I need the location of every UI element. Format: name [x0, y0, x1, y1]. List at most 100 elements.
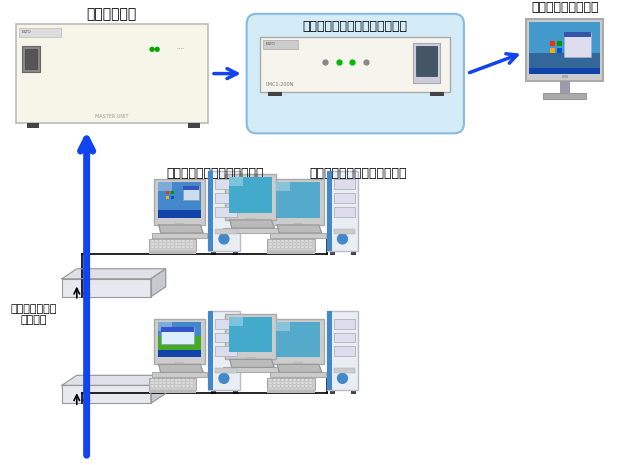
Bar — [208, 171, 213, 251]
Bar — [334, 207, 355, 217]
Bar — [175, 362, 184, 366]
Text: MASTER UNIT: MASTER UNIT — [95, 114, 128, 119]
Bar — [330, 251, 335, 255]
Bar — [334, 368, 355, 373]
Bar — [564, 32, 591, 57]
Bar — [157, 322, 172, 331]
Bar — [229, 177, 272, 213]
Bar — [277, 379, 280, 381]
Bar — [289, 243, 292, 245]
Bar — [155, 240, 157, 242]
Bar — [562, 74, 568, 78]
Bar — [297, 240, 300, 242]
Bar — [305, 240, 308, 242]
Bar — [543, 93, 587, 100]
Bar — [157, 351, 202, 358]
Bar — [270, 372, 326, 378]
Bar — [529, 22, 600, 73]
Polygon shape — [62, 269, 166, 279]
Bar — [167, 385, 170, 387]
Bar — [289, 240, 292, 242]
Bar — [208, 311, 240, 390]
Bar — [154, 179, 205, 225]
Bar — [301, 379, 304, 381]
Bar — [229, 177, 272, 213]
Bar — [297, 243, 300, 245]
Bar — [301, 246, 304, 248]
Text: ●●: ●● — [149, 46, 161, 52]
Bar — [285, 240, 288, 242]
Bar — [233, 251, 237, 255]
Bar — [25, 49, 37, 69]
Bar — [190, 379, 193, 381]
Bar — [215, 179, 237, 189]
Bar — [225, 313, 277, 359]
Bar — [269, 382, 272, 385]
Bar — [188, 123, 200, 128]
Bar — [151, 385, 154, 387]
Bar — [267, 390, 315, 393]
Bar — [264, 40, 298, 49]
Bar — [277, 182, 290, 191]
Text: スチューデント
ユニット: スチューデント ユニット — [11, 304, 57, 325]
Polygon shape — [277, 365, 322, 372]
Bar — [277, 322, 320, 358]
Bar — [267, 251, 315, 254]
Bar — [285, 243, 288, 245]
Bar — [415, 46, 437, 76]
Bar — [273, 240, 277, 242]
Text: 学生パソコン・ディスプレイ: 学生パソコン・ディスプレイ — [166, 166, 264, 179]
Bar — [430, 92, 444, 97]
Bar — [175, 240, 177, 242]
Bar — [289, 382, 292, 385]
Bar — [327, 311, 332, 390]
Bar — [155, 385, 157, 387]
Bar — [229, 317, 272, 352]
Bar — [352, 251, 356, 255]
Bar — [166, 196, 169, 199]
Bar — [175, 246, 177, 248]
Bar — [187, 379, 189, 381]
Bar — [157, 210, 202, 218]
Bar — [277, 182, 320, 218]
Bar — [175, 379, 177, 381]
Bar — [215, 319, 237, 329]
Bar — [149, 251, 197, 254]
Bar — [293, 246, 296, 248]
Bar — [277, 382, 280, 385]
Bar — [305, 382, 308, 385]
Bar — [334, 319, 355, 329]
Bar — [334, 229, 355, 234]
Bar — [412, 43, 440, 83]
Text: LMC1-200N: LMC1-200N — [265, 82, 294, 87]
Circle shape — [219, 234, 229, 244]
Bar — [155, 379, 157, 381]
Bar — [187, 240, 189, 242]
Bar — [159, 385, 162, 387]
Bar — [149, 239, 197, 251]
Bar — [285, 246, 288, 248]
Bar — [170, 196, 174, 199]
Bar — [167, 243, 170, 245]
Bar — [157, 182, 202, 218]
Bar — [175, 243, 177, 245]
Bar — [352, 390, 356, 394]
Bar — [529, 53, 600, 73]
Bar — [187, 382, 189, 385]
Bar — [305, 379, 308, 381]
Bar — [211, 390, 216, 394]
Bar — [170, 385, 174, 387]
Bar — [297, 246, 300, 248]
Bar — [175, 385, 177, 387]
Bar — [285, 379, 288, 381]
Bar — [334, 193, 355, 203]
Bar — [162, 385, 166, 387]
Bar — [281, 243, 284, 245]
Bar — [297, 382, 300, 385]
Bar — [208, 311, 213, 390]
Bar — [327, 171, 358, 251]
Bar — [334, 179, 355, 189]
Bar — [190, 243, 193, 245]
Bar — [157, 322, 202, 336]
Bar — [179, 385, 182, 387]
